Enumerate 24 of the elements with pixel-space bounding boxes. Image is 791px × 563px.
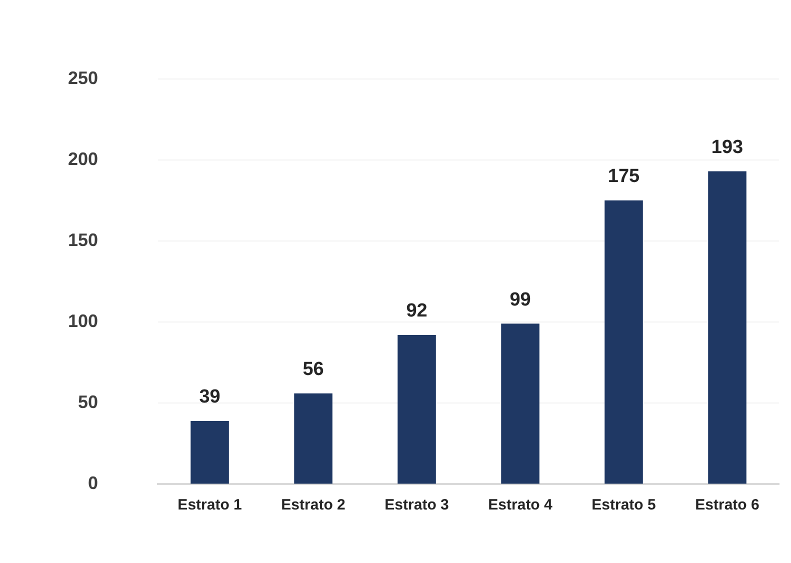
- data-label: 99: [510, 289, 531, 310]
- data-label: 92: [406, 300, 428, 322]
- bar: [294, 393, 332, 484]
- x-tick-label: Estrato 6: [695, 496, 760, 514]
- bar: [190, 420, 229, 484]
- bar: [708, 171, 746, 484]
- data-label: 39: [199, 386, 220, 408]
- data-label: 175: [608, 166, 640, 188]
- x-tick-label: Estrato 5: [592, 496, 656, 514]
- bar: [501, 324, 540, 484]
- x-tick-label: Estrato 3: [384, 496, 449, 514]
- data-label: 56: [302, 359, 324, 380]
- x-tick-label: Estrato 4: [488, 496, 554, 514]
- y-tick-label: 200: [68, 148, 98, 169]
- y-tick-label: 0: [88, 473, 98, 494]
- data-label: 193: [711, 136, 744, 158]
- bar: [604, 200, 643, 484]
- y-tick-label: 50: [78, 392, 98, 412]
- y-tick-label: 150: [68, 230, 98, 250]
- x-tick-label: Estrato 2: [281, 496, 346, 514]
- y-tick-label: 100: [68, 311, 98, 332]
- bar: [398, 335, 436, 484]
- y-tick-label: 250: [68, 68, 98, 88]
- x-tick-label: Estrato 1: [178, 496, 242, 514]
